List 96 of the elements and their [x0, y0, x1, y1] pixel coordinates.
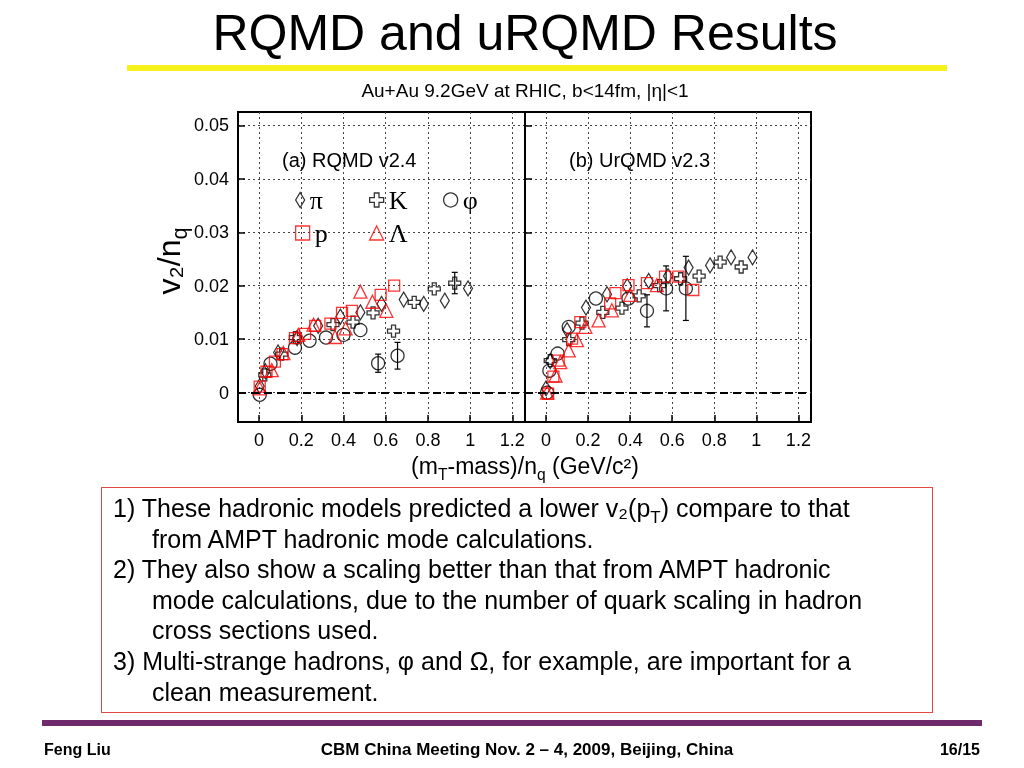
x-tick-label: 0: [254, 430, 265, 450]
point: [302, 333, 317, 348]
x-tick-label: 1.2: [785, 430, 811, 450]
legend-label: φ: [462, 185, 478, 215]
text: 2) They also show a scaling better than that from AMPT hadronic mode calculations, due to the number of quark scaling in hadron cross sections used.: [113, 554, 864, 646]
point: [374, 288, 387, 301]
y-tick-label: 0.03: [193, 222, 229, 243]
point: [588, 291, 604, 306]
y-tick-label: 0: [218, 382, 229, 403]
point: [658, 270, 672, 283]
point: [268, 355, 282, 368]
point: [379, 303, 394, 318]
point: [346, 315, 360, 329]
chart-subtitle: Au+Au 9.2GeV at RHIC, b<14fm, |η|<1: [360, 79, 690, 103]
point: [687, 283, 700, 297]
point: [366, 306, 380, 320]
point: [678, 281, 694, 296]
point: [725, 249, 737, 266]
point: [462, 280, 474, 297]
point: [580, 299, 592, 316]
legend-label: K: [388, 185, 408, 215]
point: [704, 257, 716, 274]
point: [713, 255, 727, 269]
point: [263, 356, 278, 371]
annotation: (a) RQMD v2.4: [282, 148, 417, 172]
x-tick-label: 1: [751, 430, 762, 450]
x-tick-label: 0.2: [575, 430, 601, 450]
x-tick-label: 0.6: [659, 430, 685, 450]
point: [596, 305, 610, 320]
x-tick-label: 0.6: [373, 430, 399, 450]
x-tick-label: 0.4: [331, 430, 357, 450]
x-tick-label: 0.8: [415, 430, 441, 450]
text: 1) These hadronic models predicted a lower v₂(p$_{T}$) compare to that from AMPT hadronic mode calculations.: [113, 494, 850, 553]
x-tick-label: 0.8: [701, 430, 727, 450]
point: [272, 344, 284, 361]
point: [264, 363, 279, 378]
point: [388, 279, 401, 292]
point: [623, 287, 638, 302]
y-tick-label: 0.02: [193, 275, 229, 296]
point: [615, 301, 629, 315]
y-tick-label: 0.05: [193, 115, 229, 136]
point: [540, 380, 552, 397]
x-tick-label: 0.4: [617, 430, 643, 450]
point: [591, 313, 606, 328]
annotation: (b) UrQMD v2.3: [569, 148, 711, 172]
legend-label: π: [309, 185, 323, 215]
x-tick-label: 1.2: [499, 430, 525, 450]
point: [639, 303, 655, 318]
point: [609, 287, 622, 300]
point: [287, 340, 303, 355]
point: [318, 330, 334, 345]
point: [335, 306, 349, 320]
point: [604, 297, 617, 310]
point: [621, 291, 636, 306]
point: [427, 282, 441, 296]
text: Feng Liu: [44, 740, 111, 760]
point: [390, 348, 405, 363]
x-tick-label: 0: [541, 430, 552, 450]
point: [542, 363, 557, 378]
x-axis-title: (m$_{T}$-mass)/n$_{q}$ (GeV/c²): [410, 452, 640, 483]
point: [345, 304, 359, 317]
point: [298, 327, 312, 340]
point: [338, 321, 353, 336]
point: [569, 333, 585, 348]
point: [407, 295, 421, 309]
chart-title: RQMD and uRQMD Results: [211, 4, 839, 62]
y-tick-label: 0.04: [193, 168, 229, 189]
point: [601, 286, 613, 303]
point: [578, 319, 593, 335]
text: CBM China Meeting Nov. 2 – 4, 2009, Beijing, China: [319, 740, 735, 760]
point: [386, 324, 401, 338]
point: [561, 319, 576, 335]
point: [353, 322, 368, 338]
point: [258, 368, 272, 382]
point: [604, 303, 619, 318]
point: [448, 276, 462, 290]
point: [692, 269, 706, 283]
point: [561, 343, 576, 358]
y-tick-label: 0.01: [193, 329, 229, 350]
point: [365, 294, 380, 309]
point: [658, 281, 674, 296]
x-tick-label: 0.2: [288, 430, 314, 450]
text: 3) Multi-strange hadrons, φ and Ω, for example, are important for a clean measurement.: [113, 645, 852, 708]
point: [550, 346, 565, 361]
text: 16/15: [938, 740, 980, 760]
point: [353, 284, 368, 299]
point: [632, 289, 646, 303]
point: [327, 329, 343, 345]
point: [640, 276, 654, 290]
point: [734, 260, 748, 274]
legend-label: Λ: [388, 218, 408, 248]
point: [336, 327, 351, 343]
legend-label: p: [314, 218, 328, 248]
x-tick-label: 1: [465, 430, 476, 450]
point: [370, 356, 386, 371]
point: [252, 387, 267, 402]
